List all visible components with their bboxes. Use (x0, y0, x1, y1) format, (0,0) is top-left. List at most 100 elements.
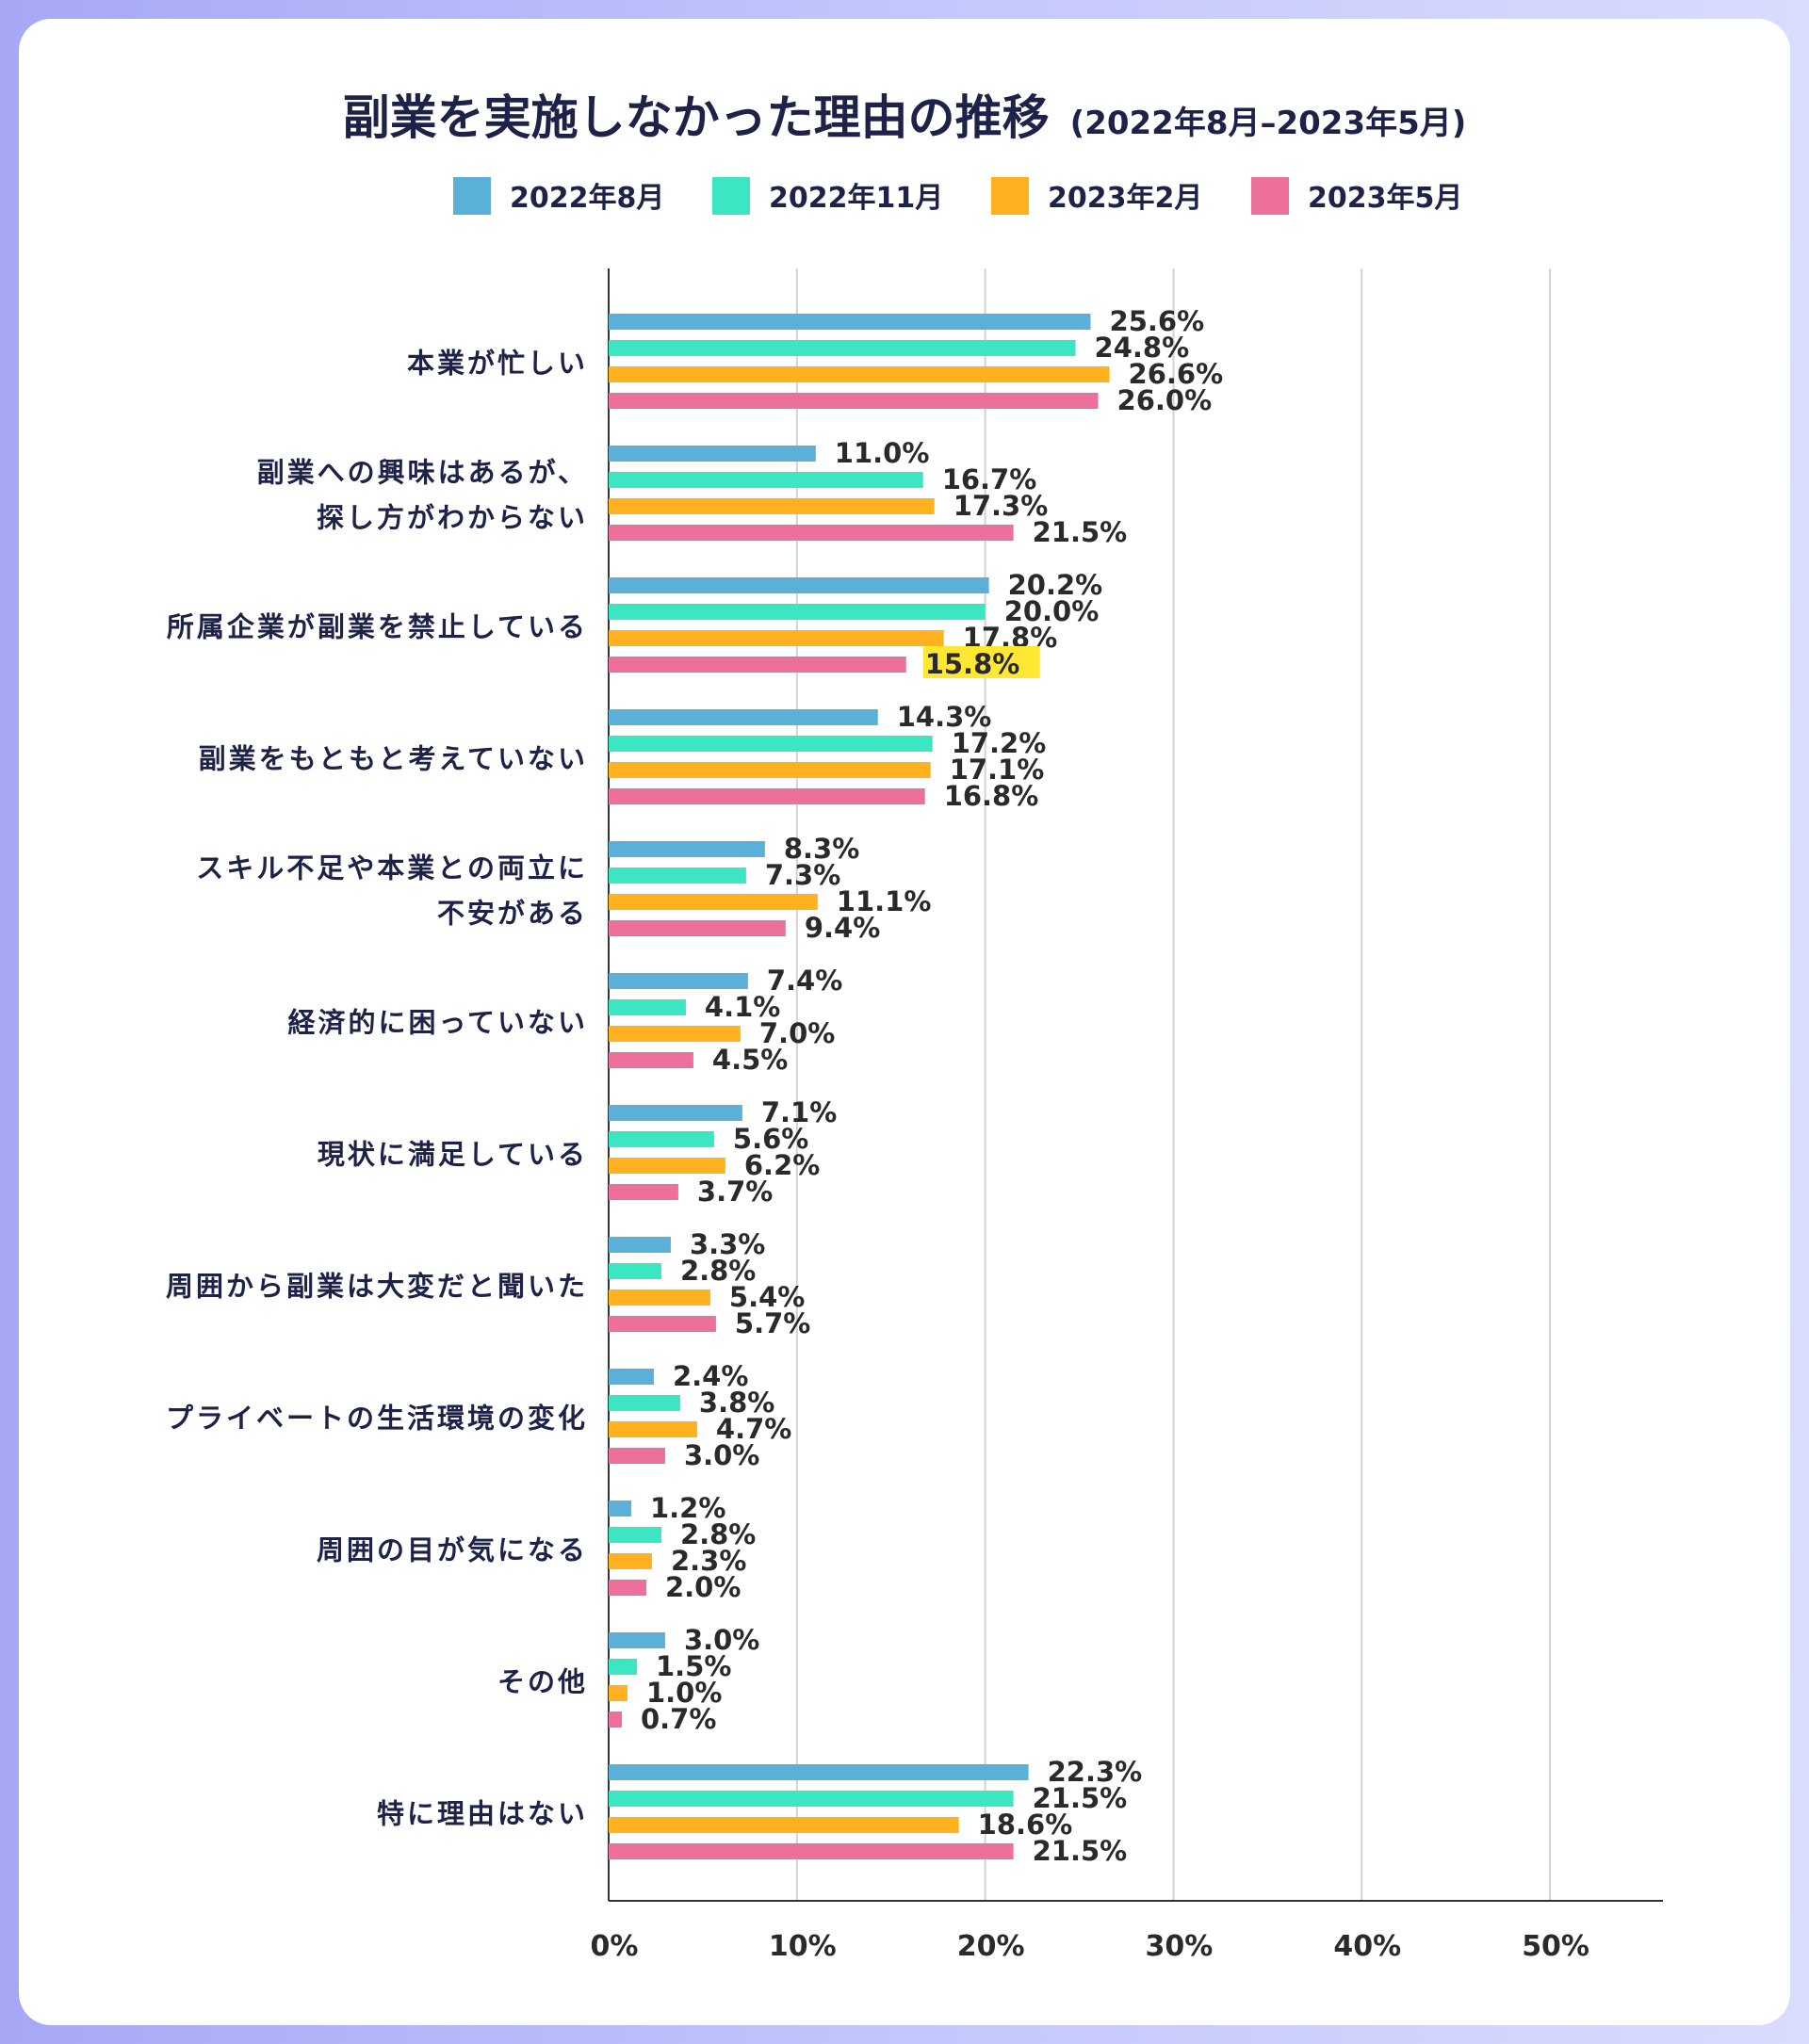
bar-9-1 (609, 1369, 654, 1385)
category-label-8: 周囲から副業は大変だと聞いた (166, 1271, 588, 1303)
category-label-9: プライベートの生活環境の変化 (166, 1403, 588, 1435)
legend-label-2: 2022年11月 (769, 182, 943, 215)
legend-label-4: 2023年5月 (1308, 182, 1462, 215)
value-label-7-4: 3.7% (697, 1176, 773, 1208)
bar-4-3 (609, 762, 931, 778)
bar-6-1 (609, 973, 748, 989)
value-label-11-2: 1.5% (656, 1650, 731, 1682)
bar-1-3 (609, 366, 1110, 382)
bar-6-2 (609, 999, 686, 1015)
chart-title-main: 副業を実施しなかった理由の推移 (343, 90, 1050, 145)
x-tick-label-30: 30% (1146, 1930, 1214, 1963)
value-label-1-4: 26.0% (1117, 384, 1213, 416)
x-tick-label-20: 20% (957, 1930, 1025, 1963)
category-label-5: 不安がある (437, 898, 588, 930)
value-label-8-4: 5.7% (735, 1307, 810, 1339)
value-label-5-1: 8.3% (784, 833, 859, 865)
bar-10-1 (609, 1501, 631, 1517)
value-label-3-1: 20.2% (1008, 569, 1103, 601)
legend-swatch-1 (453, 177, 491, 215)
bar-4-4 (609, 788, 925, 804)
bar-10-2 (609, 1527, 661, 1543)
value-label-5-2: 7.3% (765, 859, 840, 891)
value-label-2-2: 16.7% (942, 463, 1037, 495)
value-label-10-3: 2.3% (671, 1545, 746, 1577)
category-label-11: その他 (497, 1666, 588, 1698)
category-label-12: 特に理由はない (377, 1798, 588, 1830)
value-label-1-3: 26.6% (1129, 358, 1224, 390)
value-label-9-3: 4.7% (716, 1413, 791, 1445)
x-tick-label-0: 0% (591, 1930, 639, 1963)
bar-11-1 (609, 1632, 665, 1648)
value-label-4-4: 16.8% (944, 780, 1039, 812)
value-label-7-2: 5.6% (733, 1123, 808, 1155)
value-label-1-2: 24.8% (1095, 332, 1190, 364)
bar-3-1 (609, 577, 989, 593)
x-tick-label-40: 40% (1333, 1930, 1401, 1963)
category-label-5: スキル不足や本業との両立に (196, 852, 588, 884)
value-label-6-1: 7.4% (767, 965, 842, 997)
value-label-2-4: 21.5% (1033, 516, 1128, 548)
category-label-2: 探し方がわからない (317, 502, 588, 534)
bar-10-3 (609, 1553, 652, 1569)
bar-12-1 (609, 1764, 1029, 1780)
value-label-4-1: 14.3% (897, 701, 992, 733)
value-label-10-2: 2.8% (680, 1518, 756, 1550)
bar-12-4 (609, 1843, 1014, 1859)
bar-10-4 (609, 1580, 646, 1596)
bar-12-3 (609, 1817, 959, 1833)
value-label-9-1: 2.4% (673, 1360, 748, 1392)
legend-label-3: 2023年2月 (1048, 182, 1202, 215)
bar-2-4 (609, 525, 1014, 541)
value-label-10-1: 1.2% (650, 1492, 725, 1524)
value-label-2-1: 11.0% (835, 437, 930, 469)
value-label-10-4: 2.0% (665, 1571, 741, 1603)
value-label-2-3: 17.3% (953, 490, 1049, 522)
value-label-12-1: 22.3% (1048, 1756, 1143, 1788)
value-label-4-3: 17.1% (950, 754, 1045, 786)
bar-11-4 (609, 1711, 622, 1728)
value-label-12-3: 18.6% (978, 1809, 1073, 1841)
bar-2-2 (609, 472, 923, 488)
bar-9-3 (609, 1421, 697, 1437)
value-label-6-4: 4.5% (712, 1044, 788, 1076)
legend-swatch-4 (1251, 177, 1289, 215)
bar-8-2 (609, 1263, 661, 1279)
bar-9-4 (609, 1448, 665, 1464)
chart-card: 副業を実施しなかった理由の推移 (2022年8月–2023年5月) 2022年8月 2… (19, 19, 1790, 2025)
bar-5-3 (609, 894, 818, 910)
bar-3-3 (609, 630, 944, 646)
value-label-11-3: 1.0% (646, 1677, 722, 1709)
bar-5-2 (609, 868, 746, 884)
bar-1-1 (609, 314, 1091, 330)
bar-4-1 (609, 709, 878, 725)
value-label-8-1: 3.3% (690, 1228, 765, 1260)
chart-subtitle: (2022年8月–2023年5月) (1070, 105, 1467, 142)
bar-11-3 (609, 1685, 627, 1701)
bar-5-4 (609, 920, 786, 936)
value-label-5-3: 11.1% (837, 885, 932, 917)
category-label-4: 副業をもともと考えていない (199, 743, 588, 775)
value-label-4-2: 17.2% (952, 727, 1047, 759)
value-label-9-2: 3.8% (699, 1387, 774, 1419)
category-label-10: 周囲の目が気になる (317, 1534, 588, 1566)
value-label-6-3: 7.0% (759, 1017, 835, 1049)
bar-6-3 (609, 1026, 741, 1042)
bar-4-2 (609, 736, 933, 752)
value-label-11-4: 0.7% (641, 1703, 716, 1735)
x-tick-label-50: 50% (1522, 1930, 1589, 1963)
value-label-3-2: 20.0% (1004, 595, 1100, 627)
category-label-7: 現状に満足している (318, 1139, 588, 1171)
x-tick-label-10: 10% (769, 1930, 837, 1963)
value-label-12-4: 21.5% (1033, 1835, 1128, 1867)
bar-7-1 (609, 1105, 742, 1121)
bar-3-4 (609, 657, 906, 673)
bar-5-1 (609, 841, 765, 857)
value-label-12-2: 21.5% (1033, 1782, 1128, 1814)
value-label-11-1: 3.0% (684, 1624, 759, 1656)
bar-9-2 (609, 1395, 680, 1411)
value-label-8-3: 5.4% (729, 1281, 805, 1313)
legend-swatch-3 (991, 177, 1029, 215)
value-label-3-4: 15.8% (925, 648, 1020, 680)
category-label-3: 所属企業が副業を禁止している (167, 611, 588, 643)
